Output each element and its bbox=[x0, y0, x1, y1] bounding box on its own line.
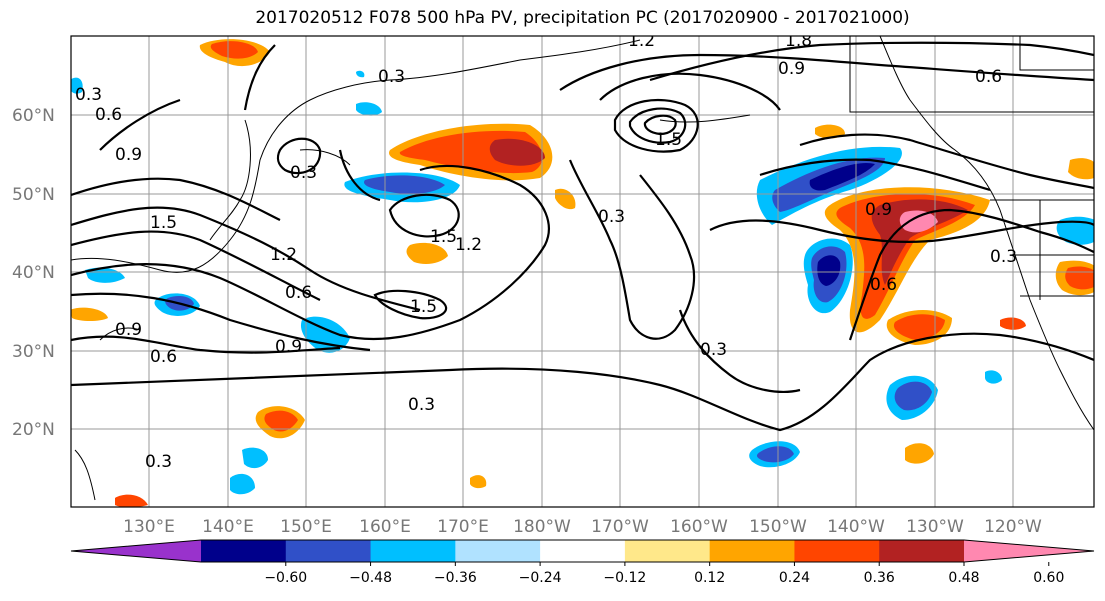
colorbar-tick-label: −0.12 bbox=[603, 570, 646, 586]
colorbar-segment bbox=[370, 540, 456, 562]
colorbar-tick-label: 0.48 bbox=[948, 570, 979, 586]
colorbar-segment bbox=[794, 540, 880, 562]
contour-label: 1.5 bbox=[655, 130, 682, 150]
colorbar-segment bbox=[201, 540, 287, 562]
colorbar-segment bbox=[624, 540, 711, 562]
contour-label: 0.6 bbox=[975, 67, 1002, 87]
lon-label: 140°W bbox=[827, 517, 885, 537]
lat-label: 50°N bbox=[12, 185, 55, 205]
graticule bbox=[71, 36, 1094, 507]
colorbar-tick-label: −0.24 bbox=[519, 570, 562, 586]
contour-label: 1.5 bbox=[430, 227, 457, 247]
lon-label: 160°W bbox=[670, 517, 728, 537]
lat-label: 30°N bbox=[12, 342, 55, 362]
latitude-labels: 60°N 50°N 40°N 30°N 20°N bbox=[12, 106, 55, 440]
contour-label: 0.3 bbox=[598, 207, 625, 227]
lon-label: 140°E bbox=[202, 517, 254, 537]
contour-label: 1.2 bbox=[628, 31, 655, 51]
lon-label: 150°E bbox=[280, 517, 332, 537]
colorbar-segment bbox=[455, 540, 541, 562]
lon-label: 160°E bbox=[359, 517, 411, 537]
contour-label: 0.3 bbox=[990, 247, 1017, 267]
colorbar-tick-label: 0.60 bbox=[1033, 570, 1064, 586]
contour-label: 0.6 bbox=[285, 283, 312, 303]
colorbar-tick-label: −0.36 bbox=[434, 570, 477, 586]
colorbar-tick-label: 0.36 bbox=[864, 570, 895, 586]
pv-contours bbox=[71, 41, 1094, 432]
longitude-labels: 130°E 140°E 150°E 160°E 170°E 180°W 170°… bbox=[123, 517, 1042, 537]
lon-label: 130°E bbox=[123, 517, 175, 537]
lat-label: 60°N bbox=[12, 106, 55, 126]
lon-label: 180°W bbox=[513, 517, 571, 537]
colorbar-segment bbox=[709, 540, 795, 562]
contour-label: 0.9 bbox=[275, 337, 302, 357]
contour-label: 0.6 bbox=[870, 275, 897, 295]
contour-label: 1.5 bbox=[410, 297, 437, 317]
contour-label: 0.3 bbox=[408, 395, 435, 415]
map-border bbox=[70, 35, 1095, 508]
contour-label: 0.3 bbox=[700, 340, 727, 360]
colorbar: −0.60 −0.48 −0.36 −0.24 −0.12 0.12 0.24 0.36 0.4… bbox=[70, 539, 1095, 586]
map-title: 2017020512 F078 500 hPa PV, precipitatio… bbox=[255, 8, 910, 28]
contour-label: 0.3 bbox=[378, 67, 405, 87]
contour-label: 0.9 bbox=[115, 145, 142, 165]
colorbar-segment bbox=[540, 540, 626, 562]
lat-label: 20°N bbox=[12, 420, 55, 440]
contour-label: 1.2 bbox=[270, 245, 297, 265]
contour-label: 0.6 bbox=[150, 347, 177, 367]
contour-label: 0.9 bbox=[865, 200, 892, 220]
contour-label: 0.6 bbox=[95, 105, 122, 125]
contour-label: 0.3 bbox=[75, 85, 102, 105]
colorbar-segment bbox=[879, 540, 965, 562]
contour-label: 0.3 bbox=[145, 452, 172, 472]
contour-label: 1.8 bbox=[785, 31, 812, 51]
lon-label: 170°W bbox=[591, 517, 649, 537]
colorbar-tick-label: −0.48 bbox=[349, 570, 392, 586]
contour-label: 0.9 bbox=[115, 320, 142, 340]
lon-label: 170°E bbox=[437, 517, 489, 537]
contour-label-group: 0.3 0.6 0.9 1.5 1.2 0.6 0.9 0.6 0.9 0.3 … bbox=[75, 31, 1017, 472]
colorbar-extend-low bbox=[71, 540, 201, 562]
lon-label: 150°W bbox=[749, 517, 807, 537]
lat-label: 40°N bbox=[12, 263, 55, 283]
colorbar-outline bbox=[70, 539, 1095, 563]
contour-label: 0.3 bbox=[290, 163, 317, 183]
lon-label: 120°W bbox=[984, 517, 1042, 537]
contour-label: 1.5 bbox=[150, 213, 177, 233]
precip-shading bbox=[71, 39, 1094, 507]
colorbar-tick-label: −0.60 bbox=[264, 570, 307, 586]
colorbar-tick-label: 0.12 bbox=[694, 570, 725, 586]
contour-label: 0.9 bbox=[778, 59, 805, 79]
colorbar-tick-label: 0.24 bbox=[779, 570, 810, 586]
colorbar-extend-high bbox=[964, 540, 1094, 562]
contour-label: 1.2 bbox=[455, 235, 482, 255]
lon-label: 130°W bbox=[906, 517, 964, 537]
colorbar-segment bbox=[285, 540, 372, 562]
